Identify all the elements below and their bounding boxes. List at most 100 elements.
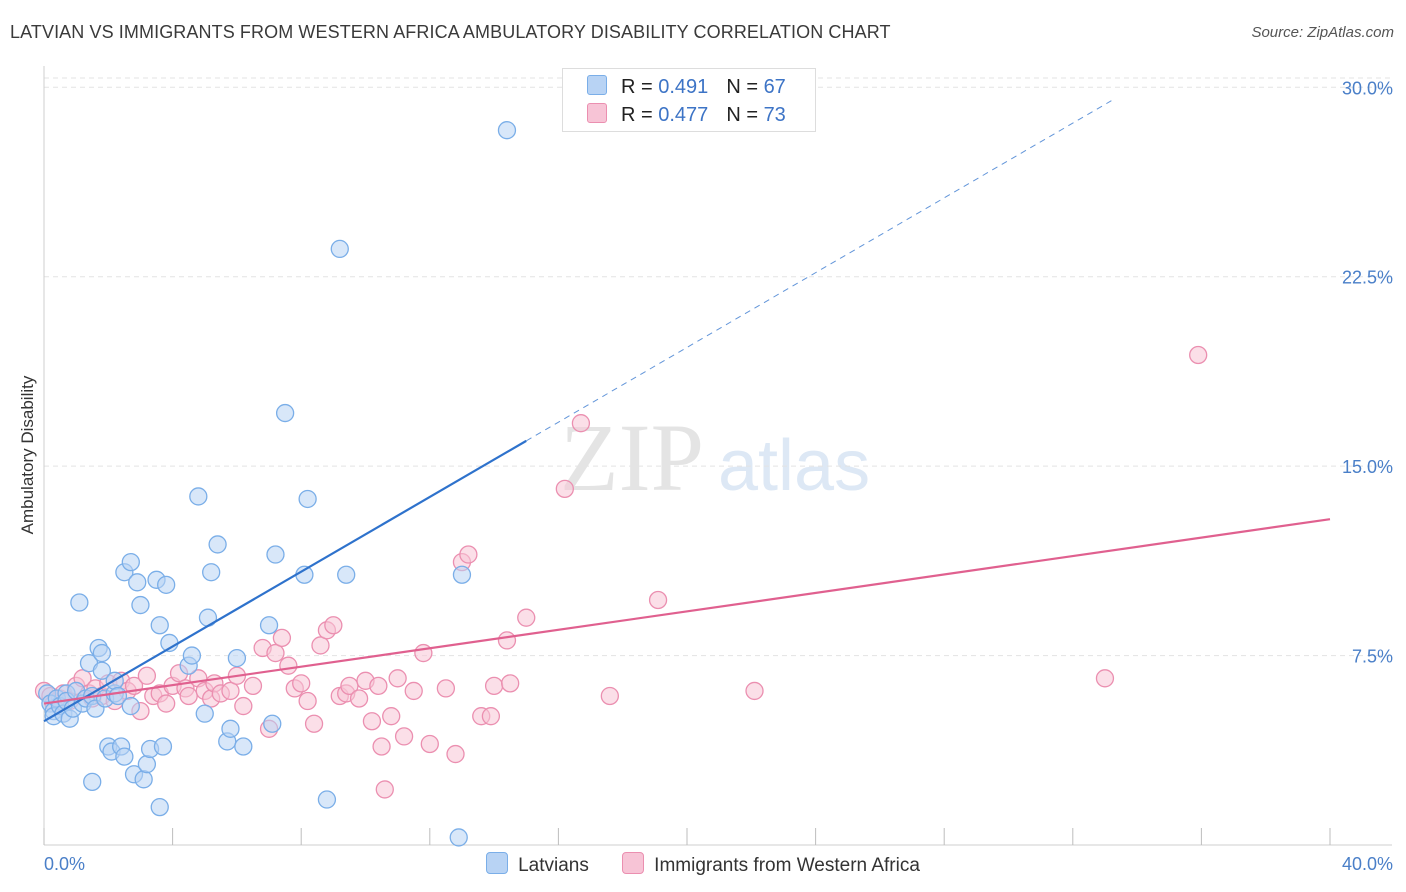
latvians-point (182, 646, 202, 665)
latvians-point (115, 747, 134, 766)
chart-title: LATVIAN VS IMMIGRANTS FROM WESTERN AFRIC… (10, 22, 891, 42)
immigrants-point (484, 676, 504, 696)
legend-row-latvians: R = 0.491 N = 67 (587, 75, 786, 101)
immigrants-point (279, 656, 298, 675)
latvians-point (189, 487, 208, 506)
latvians-point (317, 790, 337, 809)
latvians-point (195, 704, 214, 723)
legend-swatch-blue (587, 75, 607, 95)
y-tick-label: 15.0% (1342, 457, 1393, 477)
immigrants-point (221, 681, 240, 701)
latvians-point (275, 403, 295, 423)
immigrants-point (459, 545, 478, 564)
bottom-legend-latvians: Latvians (486, 852, 589, 877)
latvians-point (150, 797, 169, 817)
latvians-point (134, 770, 153, 789)
latvians-point (452, 565, 472, 584)
latvians-point (92, 661, 112, 680)
immigrants-point (243, 676, 263, 696)
axes (43, 66, 1392, 846)
immigrants-point (362, 712, 382, 731)
latvians-point (208, 535, 227, 554)
latvians-point (202, 563, 221, 582)
immigrants-point (266, 643, 285, 663)
immigrants-point (375, 780, 394, 799)
latvians-point (157, 575, 176, 594)
legend-n-label: N = (726, 76, 758, 98)
legend-n-label: N = (726, 104, 758, 126)
immigrants-point (1095, 669, 1115, 688)
immigrants-point (292, 674, 311, 693)
bottom-legend: Latvians Immigrants from Western Africa (0, 852, 1406, 877)
latvians-point (150, 616, 169, 635)
immigrants-trend-line (43, 518, 1331, 705)
latvians-point (259, 616, 279, 635)
immigrants-point (414, 643, 433, 663)
latvians-point (70, 593, 89, 612)
immigrants-point (481, 707, 501, 726)
latvians-point (221, 719, 240, 738)
latvians-point (298, 489, 317, 509)
legend-r-value: 0.477 (658, 104, 709, 126)
immigrants-point (404, 681, 423, 701)
immigrants-point (157, 694, 176, 713)
source-credit: Source: ZipAtlas.com (1251, 24, 1394, 41)
immigrants-point (745, 681, 764, 701)
latvians-point (497, 121, 517, 140)
immigrants-point (234, 696, 253, 716)
immigrants-point (349, 689, 369, 708)
x-tick-label: 40.0% (1342, 854, 1393, 874)
legend-r-label: R = (621, 76, 653, 98)
latvians-point (128, 573, 147, 592)
immigrants-point (497, 631, 517, 650)
legend-swatch-blue (486, 852, 509, 874)
latvians-trend-extension (525, 100, 1112, 442)
x-tick-label: 0.0% (44, 854, 85, 874)
immigrants-point (1189, 345, 1208, 365)
bottom-legend-immigrants: Immigrants from Western Africa (622, 852, 920, 877)
bottom-legend-label: Latvians (518, 855, 589, 876)
data-points (34, 121, 1208, 847)
immigrants-point (501, 674, 520, 693)
immigrants-point (517, 608, 536, 627)
immigrants-point (420, 734, 439, 754)
immigrants-point (446, 744, 465, 764)
legend-n-value: 67 (763, 76, 786, 98)
latvians-point (234, 737, 253, 756)
latvians-point (92, 643, 112, 663)
tick-labels: 7.5% 15.0% 22.5% 30.0% 0.0% 40.0% (44, 78, 1393, 874)
legend-r-value: 0.491 (658, 76, 709, 98)
latvians-point (131, 595, 150, 615)
immigrants-point (382, 707, 401, 726)
immigrants-point (137, 666, 157, 685)
immigrants-point (369, 676, 388, 696)
legend-r-label: R = (621, 104, 653, 126)
immigrants-point (388, 669, 407, 688)
latvians-point (83, 772, 102, 792)
bottom-legend-label: Immigrants from Western Africa (654, 855, 920, 876)
legend-box: R = 0.491 N = 67 R = 0.477 N = 73 (562, 68, 816, 132)
legend-row-immigrants: R = 0.477 N = 73 (587, 103, 786, 129)
latvians-point (266, 545, 285, 564)
immigrants-point (436, 679, 456, 698)
immigrants-point (600, 686, 619, 706)
immigrants-point (272, 628, 292, 648)
latvians-point (263, 714, 282, 733)
immigrants-point (311, 636, 330, 655)
immigrants-point (555, 479, 574, 499)
latvians-trend-line (43, 439, 527, 723)
gridlines (44, 77, 1392, 657)
trend-lines (43, 100, 1331, 723)
legend-swatch-pink (622, 852, 645, 874)
latvians-point (449, 828, 468, 847)
immigrants-point (304, 714, 324, 733)
y-tick-label: 30.0% (1342, 78, 1393, 98)
latvians-point (153, 737, 173, 756)
immigrants-point (298, 691, 317, 711)
latvians-point (121, 552, 140, 572)
y-tick-label: 7.5% (1352, 647, 1393, 667)
latvians-point (137, 755, 157, 774)
legend-swatch-pink (587, 103, 607, 123)
immigrants-point (372, 737, 391, 756)
